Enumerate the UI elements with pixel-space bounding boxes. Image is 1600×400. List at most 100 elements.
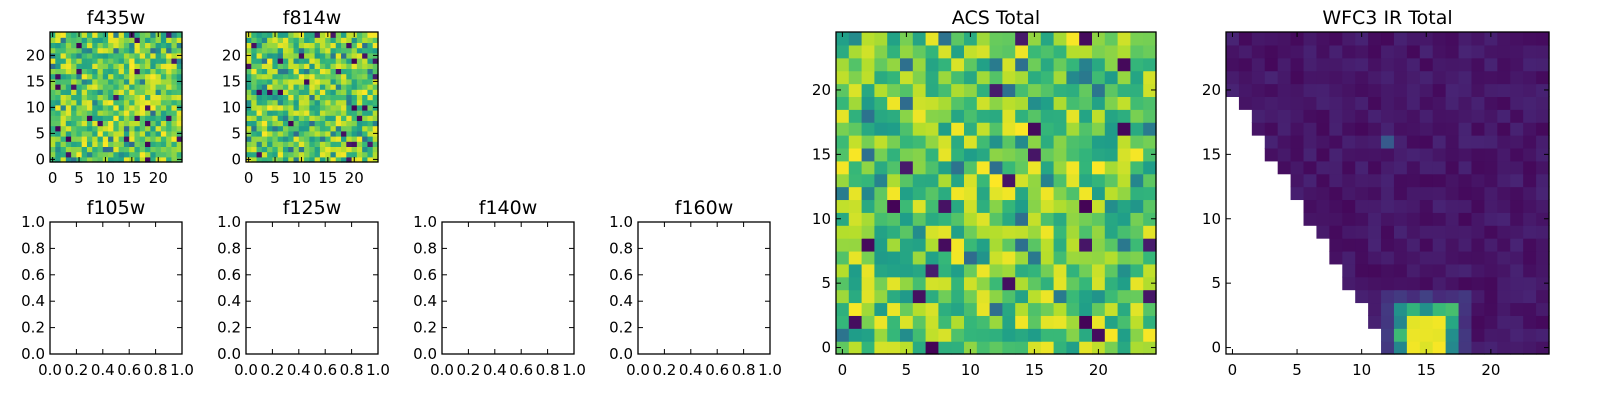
heatmap-cell xyxy=(351,94,358,101)
heatmap-cell xyxy=(1393,83,1408,97)
heatmap-cell xyxy=(139,89,146,95)
heatmap-cell xyxy=(1381,302,1395,316)
heatmap-cell xyxy=(976,44,991,59)
heatmap-cell xyxy=(346,151,353,158)
heatmap-cell xyxy=(1040,328,1055,342)
heatmap-cell xyxy=(71,84,77,90)
heatmap-cell xyxy=(1066,315,1080,329)
heatmap-cell xyxy=(1015,315,1029,329)
heatmap-cell xyxy=(912,160,927,175)
heatmap-cell xyxy=(925,212,939,226)
heatmap-cell xyxy=(372,68,379,75)
heatmap-cell xyxy=(1316,173,1330,188)
heatmap-cell xyxy=(304,151,310,158)
heatmap-cell xyxy=(166,136,173,142)
heatmap-cell xyxy=(346,146,353,153)
y-tick-label: 0.6 xyxy=(609,266,633,284)
heatmap-cell xyxy=(50,94,56,101)
heatmap-cell xyxy=(55,104,62,111)
heatmap-cell xyxy=(267,156,273,163)
heatmap-cell xyxy=(912,250,927,265)
heatmap-cell xyxy=(166,104,173,111)
y-tick-label: 0.2 xyxy=(609,319,633,337)
heatmap-cell xyxy=(1117,160,1131,175)
heatmap-cell xyxy=(1002,44,1016,59)
heatmap-cell xyxy=(139,84,146,90)
heatmap-cell xyxy=(86,99,93,106)
heatmap-cell xyxy=(976,212,991,226)
heatmap-cell xyxy=(102,125,109,132)
heatmap-cell xyxy=(97,37,104,43)
heatmap-cell xyxy=(1510,186,1524,201)
heatmap-cell xyxy=(330,156,337,163)
heatmap-cell xyxy=(912,44,927,59)
heatmap-cell xyxy=(341,37,347,43)
heatmap-cell xyxy=(76,104,83,111)
heatmap-cell xyxy=(108,63,114,69)
heatmap-cell xyxy=(964,315,978,329)
heatmap-cell xyxy=(309,73,316,80)
heatmap-cell xyxy=(874,160,888,175)
heatmap-cell xyxy=(1536,70,1550,85)
heatmap-cell xyxy=(267,136,273,142)
y-tick-label: 0.4 xyxy=(413,292,437,310)
heatmap-cell xyxy=(1079,238,1093,252)
heatmap-cell xyxy=(288,146,295,153)
heatmap-cell xyxy=(1393,341,1408,355)
heatmap-cell xyxy=(1393,70,1408,85)
heatmap-cell xyxy=(989,32,1003,46)
heatmap-cell xyxy=(1432,238,1447,252)
heatmap-cell xyxy=(160,73,167,80)
heatmap-cell xyxy=(1393,289,1408,304)
heatmap-cell xyxy=(887,341,901,355)
heatmap-cell xyxy=(341,136,347,142)
heatmap-cell xyxy=(1092,289,1106,304)
heatmap-cell xyxy=(277,115,284,121)
heatmap-cell xyxy=(1079,225,1093,239)
heatmap-cell xyxy=(139,136,146,142)
heatmap-cell xyxy=(938,238,952,252)
heatmap-cell xyxy=(356,42,363,49)
heatmap-cell xyxy=(330,141,337,147)
heatmap-cell xyxy=(372,146,379,153)
heatmap-cell xyxy=(1445,328,1460,342)
heatmap-cell xyxy=(1510,147,1524,162)
heatmap-cell xyxy=(282,84,289,90)
heatmap-cell xyxy=(1536,147,1550,162)
heatmap-cell xyxy=(1028,83,1042,97)
heatmap-cell xyxy=(123,156,130,163)
heatmap-cell xyxy=(356,99,363,106)
heatmap-cell xyxy=(272,78,279,85)
heatmap-cell xyxy=(938,225,952,239)
heatmap-cell xyxy=(1342,263,1356,278)
heatmap-cell xyxy=(1432,173,1447,188)
heatmap-cell xyxy=(309,110,316,116)
heatmap-cell xyxy=(55,58,62,64)
heatmap-cell xyxy=(314,78,321,85)
heatmap-cell xyxy=(836,44,850,59)
x-tick-label: 0.4 xyxy=(287,361,311,379)
heatmap-cell xyxy=(330,47,337,54)
heatmap-cell xyxy=(282,141,289,147)
heatmap-cell xyxy=(71,42,77,49)
heatmap-cell xyxy=(874,341,888,355)
heatmap-cell xyxy=(71,68,77,75)
heatmap-cell xyxy=(102,151,109,158)
heatmap-cell xyxy=(246,115,252,121)
heatmap-cell xyxy=(113,151,120,158)
heatmap-cell xyxy=(246,120,252,127)
heatmap-cell xyxy=(330,125,337,132)
heatmap-cell xyxy=(938,160,952,175)
heatmap-cell xyxy=(912,173,927,188)
heatmap-cell xyxy=(102,110,109,116)
heatmap-cell xyxy=(861,238,875,252)
heatmap-cell xyxy=(145,110,151,116)
heatmap-cell xyxy=(1316,135,1330,149)
heatmap-cell xyxy=(1497,44,1511,59)
heatmap-cell xyxy=(293,141,300,147)
heatmap-cell xyxy=(356,110,363,116)
heatmap-cell xyxy=(951,276,965,291)
heatmap-cell xyxy=(288,115,295,121)
heatmap-cell xyxy=(309,156,316,163)
heatmap-cell xyxy=(1104,173,1119,188)
